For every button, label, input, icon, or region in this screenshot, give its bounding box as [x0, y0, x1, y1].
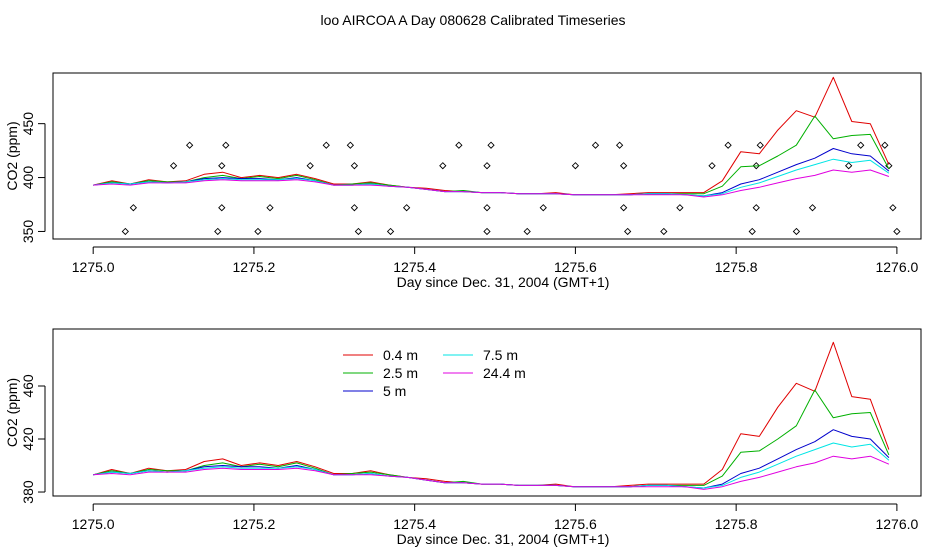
- series-line-24-4-m: [93, 455, 890, 490]
- scatter-point: [222, 141, 230, 149]
- scatter-point: [455, 141, 463, 149]
- y-axis-label: CO2 (ppm): [4, 378, 20, 447]
- scatter-point: [350, 204, 359, 212]
- series-line-0-4-m: [93, 341, 890, 488]
- legend: 0.4 m 2.5 m 5 m 7.5 m 24.4 m: [343, 347, 526, 399]
- scatter-point: [218, 162, 226, 170]
- legend-label: 24.4 m: [483, 365, 526, 381]
- scatter-point: [346, 141, 355, 149]
- scatter-point: [129, 204, 138, 212]
- x-tick-label: 1275.8: [715, 516, 758, 532]
- x-tick-label: 1275.8: [715, 259, 758, 275]
- y-tick-label: 460: [20, 374, 36, 398]
- scatter-point: [676, 204, 684, 212]
- scatter-point: [483, 227, 491, 236]
- scatter-point: [881, 141, 889, 149]
- scatter-point: [539, 204, 547, 212]
- scatter-point: [708, 162, 716, 170]
- scatter-point: [185, 141, 194, 149]
- scatter-point: [218, 204, 226, 212]
- series-line-24-4-m: [93, 169, 890, 198]
- y-tick-label: 450: [20, 112, 36, 136]
- scatter-point: [402, 204, 411, 212]
- x-tick-label: 1275.6: [554, 516, 597, 532]
- scatter-point: [571, 162, 580, 170]
- scatter-point: [439, 162, 447, 170]
- scatter-point: [752, 162, 760, 170]
- scatter-point: [624, 227, 632, 236]
- scatter-point: [306, 162, 314, 170]
- scatter-point: [889, 204, 897, 212]
- legend-label: 5 m: [383, 383, 406, 399]
- plot-area: [93, 76, 901, 236]
- scatter-point: [386, 227, 395, 236]
- scatter-point: [523, 227, 531, 236]
- series-line-2-5-m: [93, 115, 890, 196]
- scatter-point: [748, 227, 756, 236]
- y-tick-label: 420: [20, 427, 36, 451]
- series-line-5-m: [93, 429, 890, 489]
- scatter-point: [483, 204, 491, 212]
- scatter-point: [619, 162, 628, 170]
- scatter-point: [350, 162, 359, 170]
- plot-frame: [52, 328, 922, 497]
- plot-frame: [52, 72, 922, 240]
- legend-label: 2.5 m: [383, 365, 418, 381]
- x-axis-label: Day since Dec. 31, 2004 (GMT+1): [397, 274, 610, 290]
- x-tick-label: 1275.4: [393, 259, 436, 275]
- x-tick-label: 1275.2: [233, 516, 276, 532]
- scatter-point: [845, 162, 853, 170]
- scatter-point: [266, 204, 274, 212]
- series-line-5-m: [93, 148, 890, 197]
- scatter-point: [619, 204, 628, 212]
- scatter-point: [756, 141, 764, 149]
- x-axis-label: Day since Dec. 31, 2004 (GMT+1): [397, 531, 610, 547]
- scatter-point: [660, 227, 668, 236]
- x-tick-label: 1275.0: [72, 516, 115, 532]
- x-tick-label: 1275.6: [554, 259, 597, 275]
- x-tick-label: 1275.0: [72, 259, 115, 275]
- scatter-point: [615, 141, 624, 149]
- chart-panel-bottom: 1275.0 1275.2 1275.4 1275.6 1275.8 1276.0 Day …: [4, 328, 922, 547]
- scatter-point: [857, 141, 865, 149]
- chart-title: loo AIRCOA A Day 080628 Calibrated Times…: [320, 12, 625, 28]
- y-tick-label: 350: [20, 220, 36, 244]
- scatter-point: [792, 227, 801, 236]
- scatter-point: [487, 141, 495, 149]
- scatter-point: [214, 227, 222, 236]
- series-line-7-5-m: [93, 442, 890, 489]
- x-tick-label: 1276.0: [875, 259, 918, 275]
- scatter-point: [121, 227, 129, 236]
- scatter-point: [322, 141, 330, 149]
- scatter-point: [893, 227, 901, 236]
- series-line-7-5-m: [93, 158, 890, 197]
- x-tick-label: 1276.0: [875, 516, 918, 532]
- series-line-0-4-m: [93, 76, 890, 196]
- y-axis-label: CO2 (ppm): [4, 121, 20, 190]
- chart-panel-top: 1275.0 1275.2 1275.4 1275.6 1275.8 1276.0 Day …: [4, 72, 922, 290]
- series-line-2-5-m: [93, 389, 890, 488]
- scatter-point: [483, 162, 491, 170]
- y-tick-label: 400: [20, 166, 36, 190]
- scatter-point: [169, 162, 178, 170]
- plot-area: [93, 341, 890, 490]
- y-tick-label: 380: [20, 480, 36, 504]
- scatter-point: [724, 141, 732, 149]
- scatter-point: [808, 204, 817, 212]
- x-tick-label: 1275.4: [393, 516, 436, 532]
- legend-label: 7.5 m: [483, 347, 518, 363]
- x-tick-label: 1275.2: [233, 259, 276, 275]
- legend-label: 0.4 m: [383, 347, 418, 363]
- scatter-point: [591, 141, 600, 149]
- scatter-point: [254, 227, 262, 236]
- scatter-point: [752, 204, 760, 212]
- scatter-point: [354, 227, 363, 236]
